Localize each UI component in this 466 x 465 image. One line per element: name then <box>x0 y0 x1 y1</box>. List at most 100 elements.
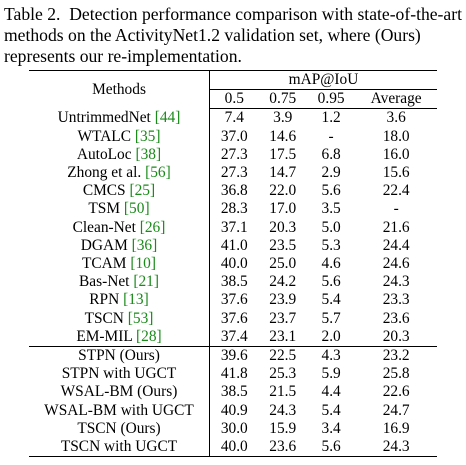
caption-label: Table 2. <box>4 4 61 24</box>
value-cell: 6.8 <box>321 145 341 163</box>
method-cell: WSAL-BM with UGCT <box>29 401 210 420</box>
table-row: TSCN (Ours) 30.0 15.9 3.4 16.9 <box>29 419 437 439</box>
table-row: RPN [13] 37.6 23.9 5.4 23.3 <box>29 291 437 310</box>
value-cell: 23.2 <box>355 346 437 366</box>
value-cell: 38.5 <box>220 383 248 401</box>
value-cell: 27.3 <box>220 164 248 182</box>
method-name: TSM <box>88 200 121 218</box>
method-name: AutoLoc <box>76 145 132 163</box>
value-cell: 24.3 <box>269 401 297 419</box>
table-row: EM-MIL [28] 37.4 23.1 2.0 20.3 <box>29 327 437 347</box>
citation-link[interactable]: [26] <box>139 218 166 236</box>
value-cell: - <box>393 200 399 218</box>
value-cell: 40.0 <box>209 438 259 458</box>
value-cell: 22.4 <box>382 182 410 200</box>
value-cell: - <box>328 127 334 145</box>
value-cell: 24.6 <box>382 255 410 273</box>
value-cell: 22.5 <box>258 346 307 366</box>
method-name: TCAM <box>82 255 127 273</box>
value-cell: 24.4 <box>382 236 410 254</box>
table-row: WTALC [35] 37.0 14.6 - 18.0 <box>29 127 437 146</box>
value-cell: 15.6 <box>382 164 410 182</box>
table-row: TSCN [53] 37.6 23.7 5.7 23.6 <box>29 309 437 328</box>
table-row: Zhong et al. [56] 27.3 14.7 2.9 15.6 <box>29 164 437 183</box>
method-name: Zhong et al. <box>67 164 142 182</box>
method-cell: EM-MIL [28] <box>29 327 210 347</box>
citation-link[interactable]: [36] <box>131 236 158 254</box>
method-cell: STPN (Ours) <box>29 346 210 366</box>
table-row: UntrimmedNet [44] 7.4 3.9 1.2 3.6 <box>29 108 437 128</box>
value-cell: 38.5 <box>220 273 248 291</box>
method-name: TSCN with UGCT <box>60 438 178 456</box>
value-cell: 4.6 <box>321 255 341 273</box>
value-cell: 18.0 <box>382 127 410 145</box>
value-cell: 40.0 <box>220 255 248 273</box>
citation-link[interactable]: [56] <box>145 164 171 182</box>
value-cell: 4.4 <box>321 383 341 401</box>
header-row-2: 0.5 0.75 0.95 Average <box>29 89 437 110</box>
value-cell: 41.8 <box>220 365 248 383</box>
method-name: WSAL-BM (Ours) <box>60 383 178 401</box>
value-cell: 5.6 <box>321 182 341 200</box>
value-cell: 37.6 <box>220 309 248 327</box>
citation-link[interactable]: [35] <box>134 127 161 145</box>
value-cell: 37.4 <box>220 327 248 345</box>
citation-link[interactable]: [50] <box>123 200 150 218</box>
value-cell: 3.6 <box>386 109 406 127</box>
method-cell: WTALC [35] <box>29 127 210 146</box>
citation-link[interactable]: [13] <box>123 291 149 309</box>
method-name: DGAM <box>80 236 128 254</box>
citation-link[interactable]: [28] <box>136 327 162 345</box>
value-cell: 23.7 <box>269 309 297 327</box>
citation-link[interactable]: [10] <box>130 255 156 273</box>
method-name: CMCS <box>82 182 126 200</box>
method-cell: Zhong et al. [56] <box>29 164 210 183</box>
method-name: Bas-Net <box>79 273 130 291</box>
value-cell: 25.0 <box>269 255 297 273</box>
value-cell: 37.0 <box>220 127 248 145</box>
value-cell: 15.9 <box>269 419 297 437</box>
method-cell: TSM [50] <box>29 200 210 219</box>
method-name: TSCN <box>84 309 124 327</box>
header-row-1: Methods mAP@IoU <box>29 69 437 109</box>
method-cell: STPN with UGCT <box>29 365 210 384</box>
method-cell: WSAL-BM (Ours) <box>29 383 210 402</box>
value-cell: 5.3 <box>321 236 341 254</box>
method-cell: CMCS [25] <box>29 182 210 201</box>
value-cell: 23.6 <box>382 309 410 327</box>
method-name: UntrimmedNet <box>57 109 151 127</box>
value-cell: 5.6 <box>321 273 341 291</box>
value-cell: 20.3 <box>269 218 297 236</box>
method-cell: TSCN [53] <box>29 309 210 328</box>
value-cell: 5.9 <box>321 365 341 383</box>
column-header: 0.5 <box>209 89 259 110</box>
value-cell: 3.5 <box>321 200 341 218</box>
value-cell: 5.6 <box>306 438 356 458</box>
value-cell: 2.0 <box>321 327 341 345</box>
citation-link[interactable]: [44] <box>154 109 181 127</box>
method-name: WSAL-BM with UGCT <box>44 401 194 419</box>
value-cell: 23.9 <box>269 291 297 309</box>
value-cell: 23.5 <box>269 236 297 254</box>
citation-link[interactable]: [21] <box>133 273 159 291</box>
value-cell: 1.2 <box>321 109 341 127</box>
table-row: Bas-Net [21] 38.5 24.2 5.6 24.3 <box>29 273 437 292</box>
table-row: DGAM [36] 41.0 23.5 5.3 24.4 <box>29 236 437 256</box>
method-name: TSCN (Ours) <box>77 419 161 437</box>
ours-rows: STPN (Ours) 39.6 22.5 4.3 23.2 STPN with UGCT… <box>29 346 437 458</box>
value-cell: 24.2 <box>269 273 297 291</box>
value-cell: 14.7 <box>269 164 297 182</box>
value-cell: 2.9 <box>321 164 341 182</box>
value-cell: 41.0 <box>220 236 248 254</box>
value-cell: 21.5 <box>269 383 297 401</box>
citation-link[interactable]: [38] <box>135 145 162 163</box>
value-cell: 7.4 <box>224 109 244 127</box>
value-cell: 24.3 <box>355 438 437 458</box>
method-cell: TSCN (Ours) <box>29 419 210 439</box>
citation-link[interactable]: [25] <box>129 182 156 200</box>
method-name: STPN (Ours) <box>78 347 160 365</box>
method-cell: Clean-Net [26] <box>29 218 210 237</box>
value-cell: 24.3 <box>382 273 410 291</box>
citation-link[interactable]: [53] <box>127 309 154 327</box>
